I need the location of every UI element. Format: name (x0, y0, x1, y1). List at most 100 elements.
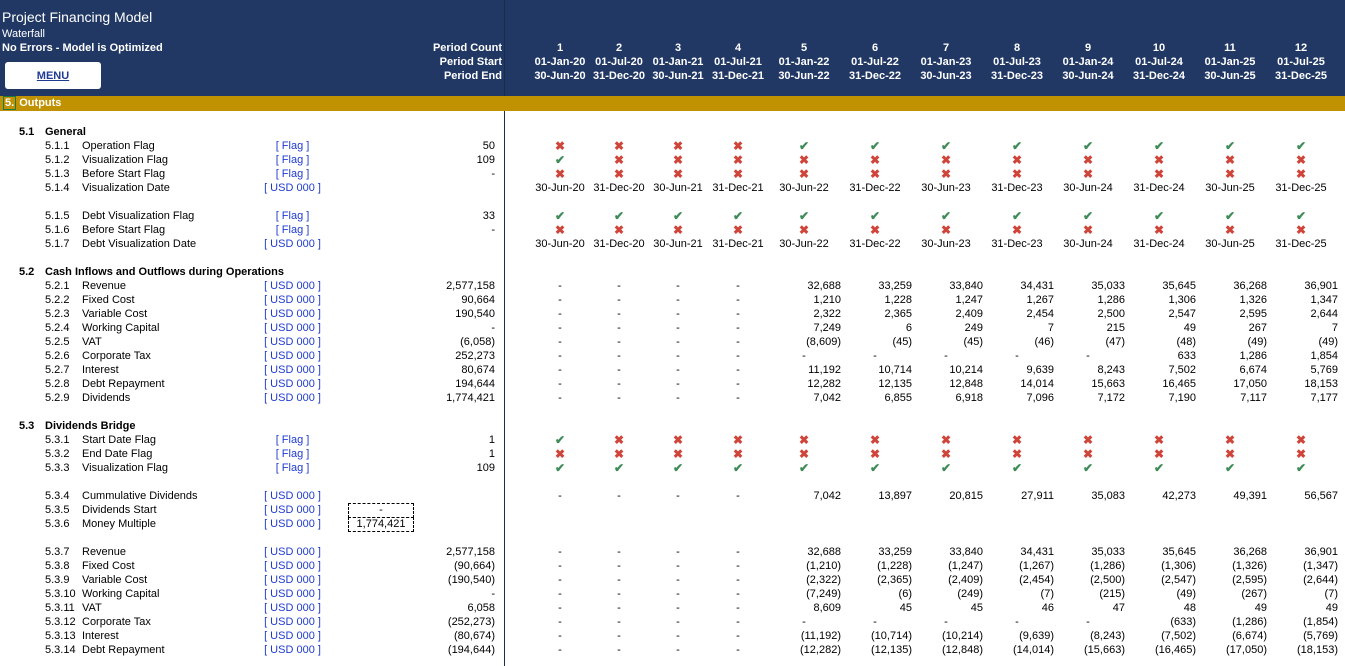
value-cell[interactable]: - (676, 602, 680, 614)
value-cell[interactable]: 35,083 (1091, 490, 1125, 502)
value-cell[interactable]: - (676, 392, 680, 404)
value-cell[interactable]: 6 (905, 322, 912, 334)
date-cell[interactable]: 31-Dec-20 (593, 182, 645, 194)
value-cell[interactable]: 2,322 (813, 308, 841, 320)
row-label[interactable]: Visualization Flag (82, 154, 169, 166)
row-code[interactable]: 5.3.3 (45, 462, 70, 474)
value-cell[interactable]: 1,854 (1310, 350, 1338, 362)
value-cell[interactable]: (10,714) (871, 630, 912, 642)
value-cell[interactable]: - (802, 350, 806, 362)
value-cell[interactable]: (1,210) (806, 560, 841, 572)
value-cell[interactable]: 36,268 (1233, 546, 1267, 558)
value-cell[interactable]: - (558, 308, 562, 320)
row-total[interactable]: - (491, 588, 495, 600)
value-cell[interactable]: - (944, 350, 948, 362)
value-cell[interactable]: - (676, 574, 680, 586)
value-cell[interactable]: 42,273 (1162, 490, 1196, 502)
row-unit[interactable]: [ Flag ] (275, 140, 310, 152)
value-cell[interactable]: - (736, 392, 740, 404)
value-cell[interactable]: - (617, 560, 621, 572)
row-total[interactable]: (252,273) (447, 616, 495, 628)
value-cell[interactable]: - (873, 350, 877, 362)
value-cell[interactable]: 56,567 (1304, 490, 1338, 502)
row-label[interactable]: Visualization Date (82, 182, 170, 194)
value-cell[interactable]: 1,326 (1239, 294, 1267, 306)
value-cell[interactable]: (16,465) (1155, 644, 1196, 656)
row-label[interactable]: VAT (82, 336, 102, 348)
date-cell[interactable]: 31-Dec-24 (1133, 238, 1185, 250)
cross-icon[interactable]: ✖ (798, 447, 810, 461)
row-code[interactable]: 5.1.3 (45, 168, 70, 180)
cross-icon[interactable]: ✖ (732, 167, 744, 181)
cross-icon[interactable]: ✖ (732, 139, 744, 153)
value-cell[interactable]: 12,135 (878, 378, 912, 390)
row-total[interactable]: 109 (476, 154, 495, 166)
value-cell[interactable]: (6) (898, 588, 912, 600)
row-unit[interactable]: [ Flag ] (275, 462, 310, 474)
row-label[interactable]: Dividends (82, 392, 131, 404)
value-cell[interactable]: - (676, 588, 680, 600)
row-code[interactable]: 5.3.6 (45, 518, 70, 530)
value-cell[interactable]: 16,465 (1162, 378, 1196, 390)
value-cell[interactable]: 34,431 (1020, 280, 1054, 292)
row-unit[interactable]: [ USD 000 ] (264, 378, 321, 390)
value-cell[interactable]: 2,454 (1026, 308, 1054, 320)
value-cell[interactable]: 1,267 (1026, 294, 1054, 306)
cross-icon[interactable]: ✖ (940, 153, 952, 167)
value-cell[interactable]: 49 (1183, 322, 1196, 334)
value-cell[interactable]: 1,210 (813, 294, 841, 306)
value-cell[interactable]: - (676, 322, 680, 334)
date-cell[interactable]: 31-Dec-21 (712, 238, 764, 250)
cross-icon[interactable]: ✖ (613, 223, 625, 237)
value-cell[interactable]: 20,815 (949, 490, 983, 502)
row-total[interactable]: (80,674) (454, 630, 495, 642)
value-cell[interactable]: 10,714 (878, 364, 912, 376)
cross-icon[interactable]: ✖ (1153, 433, 1165, 447)
value-cell[interactable]: - (676, 560, 680, 572)
value-cell[interactable]: 7,042 (813, 490, 841, 502)
row-code[interactable]: 5.3.14 (45, 644, 76, 656)
value-cell[interactable]: - (558, 588, 562, 600)
row-code[interactable]: 5.2.7 (45, 364, 70, 376)
date-cell[interactable]: 31-Dec-23 (991, 182, 1043, 194)
cross-icon[interactable]: ✖ (672, 433, 684, 447)
value-cell[interactable]: (17,050) (1226, 644, 1267, 656)
value-cell[interactable]: 1,228 (884, 294, 912, 306)
check-icon[interactable]: ✔ (940, 461, 952, 475)
value-cell[interactable]: - (617, 378, 621, 390)
value-cell[interactable]: - (617, 392, 621, 404)
row-code[interactable]: 5.3.13 (45, 630, 76, 642)
row-unit[interactable]: [ USD 000 ] (264, 350, 321, 362)
row-label[interactable]: End Date Flag (82, 448, 153, 460)
row-label[interactable]: Debt Visualization Date (82, 238, 197, 250)
value-cell[interactable]: 9,639 (1026, 364, 1054, 376)
value-cell[interactable]: 27,911 (1021, 490, 1054, 502)
value-cell[interactable]: (633) (1170, 616, 1196, 628)
check-icon[interactable]: ✔ (672, 461, 684, 475)
value-cell[interactable]: - (736, 574, 740, 586)
row-unit[interactable]: [ Flag ] (275, 210, 310, 222)
check-icon[interactable]: ✔ (1224, 209, 1236, 223)
cross-icon[interactable]: ✖ (672, 223, 684, 237)
value-cell[interactable]: - (873, 616, 877, 628)
check-icon[interactable]: ✔ (613, 461, 625, 475)
row-code[interactable]: 5.1.1 (45, 140, 70, 152)
value-cell[interactable]: 15,663 (1091, 378, 1125, 390)
row-unit[interactable]: [ USD 000 ] (264, 546, 321, 558)
row-unit[interactable]: [ USD 000 ] (264, 574, 321, 586)
value-cell[interactable]: (9,639) (1019, 630, 1054, 642)
cross-icon[interactable]: ✖ (1153, 167, 1165, 181)
row-unit[interactable]: [ USD 000 ] (264, 392, 321, 404)
check-icon[interactable]: ✔ (1153, 139, 1165, 153)
value-cell[interactable]: - (558, 350, 562, 362)
check-icon[interactable]: ✔ (869, 139, 881, 153)
value-cell[interactable]: 14,014 (1020, 378, 1054, 390)
row-code[interactable]: 5.3.7 (45, 546, 70, 558)
value-cell[interactable]: - (617, 644, 621, 656)
value-cell[interactable]: (1,228) (877, 560, 912, 572)
value-cell[interactable]: (14,014) (1013, 644, 1054, 656)
cross-icon[interactable]: ✖ (672, 447, 684, 461)
cross-icon[interactable]: ✖ (1224, 153, 1236, 167)
value-cell[interactable]: - (558, 322, 562, 334)
value-cell[interactable]: 7 (1331, 322, 1338, 334)
